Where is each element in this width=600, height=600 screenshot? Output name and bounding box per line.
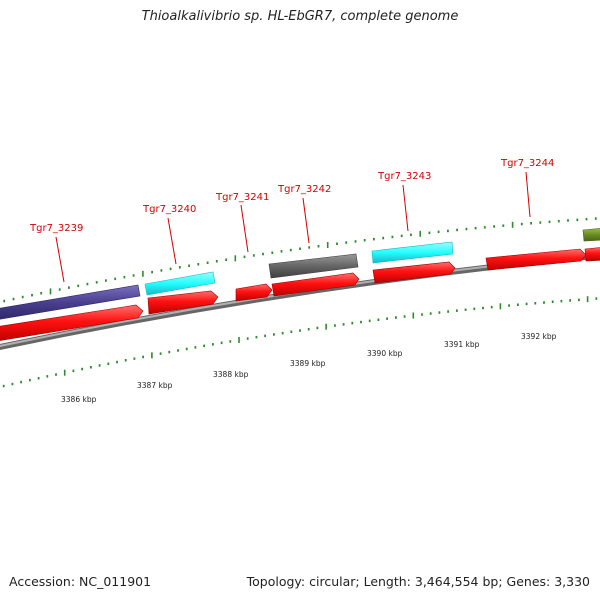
scale-label-3388: 3388 kbp bbox=[213, 370, 249, 379]
scale-label-3392: 3392 kbp bbox=[521, 332, 557, 341]
cds-arrow[interactable] bbox=[147, 290, 219, 315]
gene-labels: Tgr7_3239 Tgr7_3240 Tgr7_3241 Tgr7_3242 … bbox=[29, 158, 554, 234]
gene-label-tgr7-3239[interactable]: Tgr7_3239 bbox=[29, 223, 83, 234]
gene-feature-blue[interactable] bbox=[0, 284, 141, 320]
cds-arrow[interactable] bbox=[485, 248, 587, 271]
cds-arrow[interactable] bbox=[235, 283, 273, 302]
gene-label-leaders bbox=[55, 171, 531, 283]
lower-tick-marks bbox=[2, 296, 598, 388]
genome-summary-text: Topology: circular; Length: 3,464,554 bp… bbox=[246, 574, 590, 589]
scale-label-3391: 3391 kbp bbox=[444, 340, 480, 349]
scale-label-3390: 3390 kbp bbox=[367, 349, 403, 358]
cds-arrow[interactable] bbox=[372, 261, 456, 284]
cds-arrow[interactable] bbox=[584, 247, 600, 262]
scale-label-3386: 3386 kbp bbox=[61, 395, 97, 404]
accession-text: Accession: NC_011901 bbox=[9, 574, 152, 589]
gene-label-tgr7-3241[interactable]: Tgr7_3241 bbox=[215, 192, 269, 203]
gene-feature-cyan[interactable] bbox=[144, 271, 216, 296]
upper-tick-marks bbox=[3, 217, 597, 303]
scale-label-3389: 3389 kbp bbox=[290, 359, 326, 368]
gene-feature-cyan[interactable] bbox=[371, 241, 454, 264]
gene-features bbox=[0, 228, 600, 320]
cds-arrow[interactable] bbox=[0, 304, 144, 341]
scale-label-3387: 3387 kbp bbox=[137, 381, 173, 390]
gene-feature-gray[interactable] bbox=[268, 253, 359, 279]
gene-label-tgr7-3240[interactable]: Tgr7_3240 bbox=[142, 204, 196, 215]
map-title: Thioalkalivibrio sp. HL-EbGR7, complete … bbox=[141, 9, 459, 24]
gene-label-tgr7-3244[interactable]: Tgr7_3244 bbox=[500, 158, 554, 169]
gene-label-tgr7-3243[interactable]: Tgr7_3243 bbox=[377, 171, 431, 182]
cds-features bbox=[0, 247, 600, 341]
gene-feature-olive[interactable] bbox=[582, 228, 600, 242]
gene-label-tgr7-3242[interactable]: Tgr7_3242 bbox=[277, 184, 331, 195]
cds-arrow[interactable] bbox=[271, 272, 360, 297]
scale-labels: 3386 kbp 3387 kbp 3388 kbp 3389 kbp 3390… bbox=[61, 332, 557, 404]
